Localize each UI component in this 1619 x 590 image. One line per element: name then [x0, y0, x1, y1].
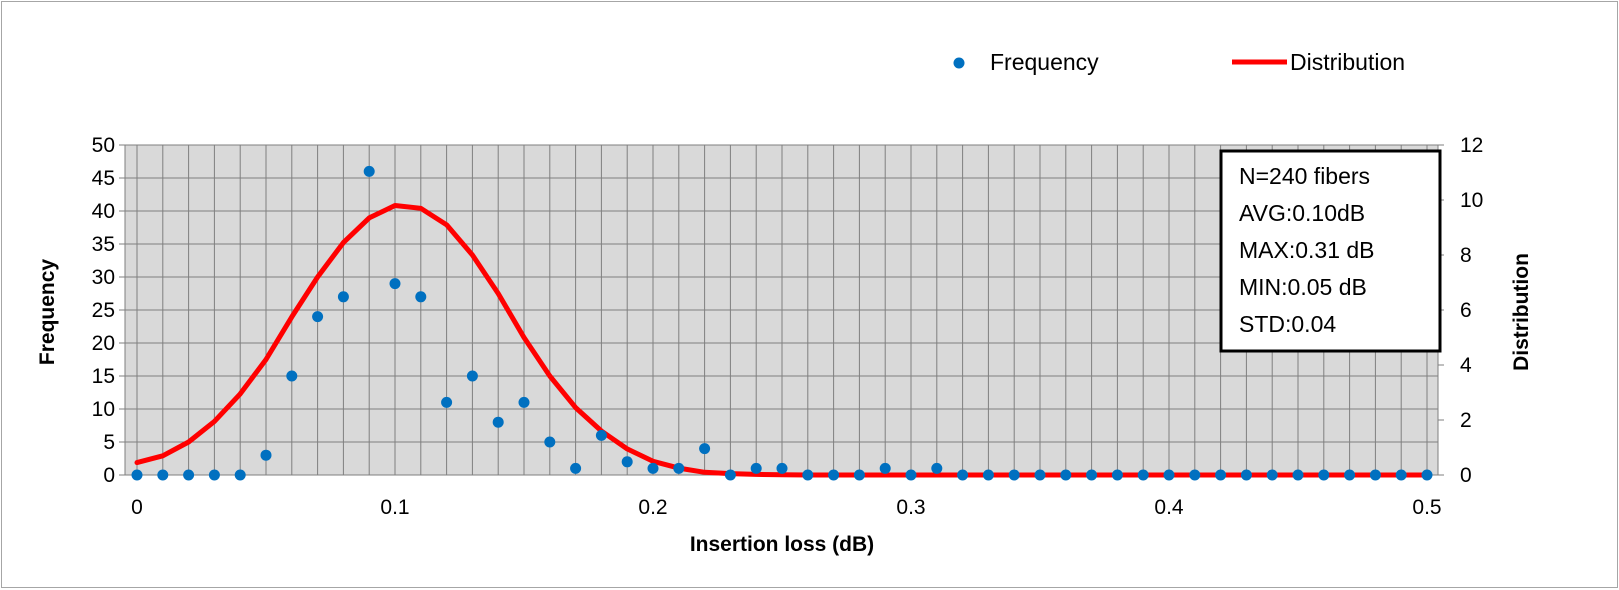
y2-axis-title: Distribution [1510, 253, 1533, 371]
frequency-point [492, 416, 504, 428]
frequency-point [1163, 469, 1175, 481]
frequency-point [1189, 469, 1201, 481]
frequency-point [1266, 469, 1278, 481]
legend-distribution-label: Distribution [1290, 49, 1405, 75]
y2-tick-label: 12 [1460, 134, 1483, 157]
y2-tick-label: 2 [1460, 409, 1472, 432]
distribution-line [134, 203, 1430, 478]
frequency-point [1034, 469, 1046, 481]
frequency-point [260, 449, 272, 461]
y-tick-label: 35 [92, 233, 115, 256]
y2-tick-label: 4 [1460, 354, 1472, 377]
frequency-point [699, 443, 711, 455]
frequency-point [286, 370, 298, 382]
x-tick-label: 0.5 [1412, 496, 1441, 519]
frequency-point [905, 469, 917, 481]
frequency-point [441, 396, 453, 408]
x-tick-label: 0.3 [896, 496, 925, 519]
y-tick-label: 20 [92, 332, 115, 355]
stats-avg: AVG:0.10dB [1239, 200, 1365, 226]
frequency-point [415, 291, 427, 303]
x-tick-label: 0.1 [380, 496, 409, 519]
frequency-point [931, 462, 943, 474]
grid-layer [125, 144, 1438, 476]
frequency-point [389, 278, 401, 290]
y2-tick-label: 0 [1460, 464, 1472, 487]
frequency-point [1086, 469, 1098, 481]
frequency-point [234, 469, 246, 481]
legend-frequency-marker [953, 57, 965, 69]
y-tick-label: 45 [92, 167, 115, 190]
frequency-point [312, 311, 324, 323]
frequency-point [595, 429, 607, 441]
frequency-point [208, 469, 220, 481]
y2-tick-label: 6 [1460, 299, 1472, 322]
frequency-point [518, 396, 530, 408]
frequency-point [724, 469, 736, 481]
x-axis-title: Insertion loss (dB) [690, 533, 874, 556]
frequency-point [776, 462, 788, 474]
x-tick-label: 0.4 [1154, 496, 1184, 519]
frequency-point [879, 462, 891, 474]
y2-tick-label: 8 [1460, 244, 1472, 267]
stats-box-frame [1219, 149, 1442, 353]
y-tick-label: 10 [92, 398, 115, 421]
stats-count: N=240 fibers [1239, 163, 1370, 189]
frequency-point [647, 462, 659, 474]
frequency-point [1421, 469, 1433, 481]
legend-frequency-label: Frequency [990, 49, 1099, 75]
frequency-point [1111, 469, 1123, 481]
x-tick-label: 0.2 [638, 496, 667, 519]
frequency-point [750, 462, 762, 474]
tick-layer: 0 5 10 15 20 25 30 35 40 45 50 0 2 4 6 8 10 12 0 0.1 0.2 0.3 0… [92, 134, 1484, 519]
frequency-point [673, 462, 685, 474]
frequency-point [1369, 469, 1381, 481]
stats-max: MAX:0.31 dB [1239, 237, 1375, 263]
frequency-point [802, 469, 814, 481]
frequency-point [183, 469, 195, 481]
frequency-point [131, 469, 143, 481]
line-layer [134, 203, 1430, 478]
frequency-point [363, 165, 375, 177]
frequency-point [1318, 469, 1330, 481]
frequency-point [466, 370, 478, 382]
frequency-point [1060, 469, 1072, 481]
y-tick-label: 0 [103, 464, 115, 487]
y-tick-label: 50 [92, 134, 115, 157]
y-tick-label: 25 [92, 299, 115, 322]
frequency-point [1008, 469, 1020, 481]
frequency-point [157, 469, 169, 481]
x-tick-label: 0 [131, 496, 143, 519]
frequency-point [1240, 469, 1252, 481]
stats-min: MIN:0.05 dB [1239, 274, 1367, 300]
y-axis-title: Frequency [36, 259, 59, 366]
stats-box: N=240 fibers AVG:0.10dB MAX:0.31 dB MIN:… [1219, 149, 1442, 353]
frequency-point [1395, 469, 1407, 481]
y-tick-label: 15 [92, 365, 115, 388]
frequency-point [1344, 469, 1356, 481]
frequency-point [853, 469, 865, 481]
frequency-point [1292, 469, 1304, 481]
y-tick-label: 30 [92, 266, 115, 289]
frequency-point [828, 469, 840, 481]
point-layer [131, 165, 1433, 481]
legend: Frequency Distribution [953, 49, 1405, 75]
frequency-point [621, 456, 633, 468]
frequency-point [544, 436, 556, 448]
frequency-point [337, 291, 349, 303]
stats-std: STD:0.04 [1239, 311, 1336, 337]
frequency-point [1137, 469, 1149, 481]
frequency-point [570, 462, 582, 474]
frequency-point [982, 469, 994, 481]
frequency-point [957, 469, 969, 481]
frequency-point [1215, 469, 1227, 481]
y-tick-label: 40 [92, 200, 115, 223]
y2-tick-label: 10 [1460, 189, 1483, 212]
y-tick-label: 5 [103, 431, 115, 454]
